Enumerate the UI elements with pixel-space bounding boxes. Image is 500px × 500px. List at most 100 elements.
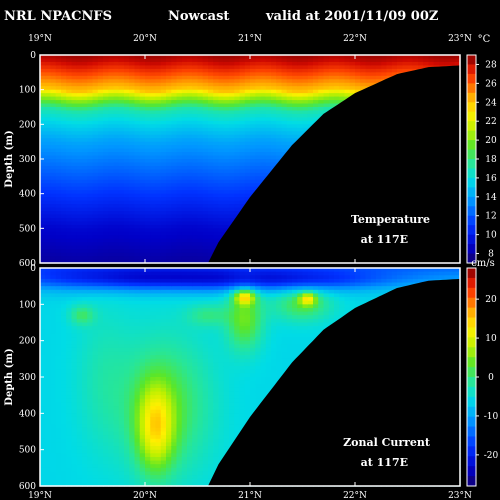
field-cell	[286, 127, 293, 132]
field-cell	[150, 211, 157, 216]
field-cell	[229, 176, 235, 181]
field-cell	[265, 103, 272, 108]
field-cell	[197, 155, 204, 160]
field-cell	[55, 252, 62, 257]
field-cell	[265, 89, 272, 94]
field-cell	[292, 127, 298, 132]
field-cell	[50, 103, 57, 108]
field-cell	[339, 96, 346, 101]
field-cell	[45, 380, 52, 385]
field-cell	[55, 159, 62, 164]
field-cell	[202, 242, 209, 247]
field-cell	[234, 200, 241, 205]
field-cell	[192, 72, 199, 77]
field-cell	[160, 110, 167, 115]
field-cell	[187, 86, 193, 91]
field-cell	[40, 211, 46, 216]
field-cell	[139, 214, 146, 219]
field-cell	[139, 159, 146, 164]
field-cell	[181, 214, 188, 219]
field-cell	[139, 190, 146, 195]
field-cell	[61, 96, 67, 101]
title-mid: Nowcast	[168, 9, 229, 24]
field-cell	[250, 93, 256, 98]
field-cell	[40, 351, 46, 356]
field-cell	[428, 58, 435, 63]
field-cell	[213, 197, 220, 202]
field-cell	[250, 86, 256, 91]
field-cell	[76, 190, 83, 195]
field-cell	[171, 259, 178, 264]
field-cell	[40, 402, 46, 407]
field-cell	[150, 231, 157, 236]
field-cell	[181, 259, 188, 264]
field-cell	[82, 159, 88, 164]
field-cell	[260, 148, 267, 153]
field-cell	[97, 103, 104, 108]
field-cell	[213, 55, 220, 60]
field-cell	[66, 200, 73, 205]
field-cell	[208, 211, 214, 216]
field-cell	[124, 245, 130, 250]
field-cell	[339, 75, 346, 80]
field-cell	[265, 159, 272, 164]
field-cell	[108, 61, 115, 66]
field-cell	[208, 228, 214, 233]
field-cell	[376, 55, 382, 60]
field-cell	[187, 65, 193, 70]
field-cell	[202, 96, 209, 101]
field-cell	[244, 89, 251, 94]
field-cell	[234, 75, 241, 80]
field-cell	[76, 117, 83, 122]
field-cell	[150, 242, 157, 247]
y-tick-label: 200	[19, 120, 36, 130]
field-cell	[313, 65, 319, 70]
field-cell	[55, 165, 62, 170]
field-cell	[213, 169, 220, 174]
field-cell	[87, 159, 94, 164]
field-cell	[71, 186, 78, 191]
field-cell	[66, 252, 73, 257]
field-cell	[208, 176, 214, 181]
field-cell	[171, 100, 178, 105]
field-cell	[234, 113, 241, 118]
field-cell	[145, 242, 151, 247]
field-cell	[118, 235, 125, 240]
field-cell	[50, 179, 57, 184]
field-cell	[155, 228, 162, 233]
field-cell	[166, 256, 172, 261]
field-cell	[397, 68, 403, 73]
field-cell	[118, 197, 125, 202]
field-cell	[134, 231, 141, 236]
field-cell	[439, 55, 445, 60]
field-cell	[218, 86, 225, 91]
field-cell	[97, 204, 104, 209]
field-cell	[61, 176, 67, 181]
field-cell	[187, 148, 193, 153]
field-cell	[391, 65, 398, 70]
field-cell	[208, 55, 214, 60]
field-cell	[145, 131, 151, 136]
field-cell	[145, 68, 151, 73]
field-cell	[129, 231, 136, 236]
field-cell	[113, 217, 120, 222]
field-cell	[355, 61, 361, 66]
field-cell	[344, 75, 351, 80]
field-cell	[87, 141, 94, 146]
field-cell	[66, 231, 73, 236]
field-cell	[113, 55, 120, 60]
field-cell	[281, 141, 288, 146]
field-cell	[45, 107, 52, 112]
field-cell	[208, 103, 214, 108]
field-cell	[155, 55, 162, 60]
field-cell	[433, 61, 440, 66]
field-cell	[171, 235, 178, 240]
field-cell	[250, 138, 256, 143]
field-cell	[328, 96, 335, 101]
field-cell	[176, 204, 183, 209]
field-cell	[192, 256, 199, 261]
field-cell	[76, 162, 83, 167]
field-cell	[192, 245, 199, 250]
field-cell	[171, 107, 178, 112]
field-cell	[40, 398, 46, 404]
